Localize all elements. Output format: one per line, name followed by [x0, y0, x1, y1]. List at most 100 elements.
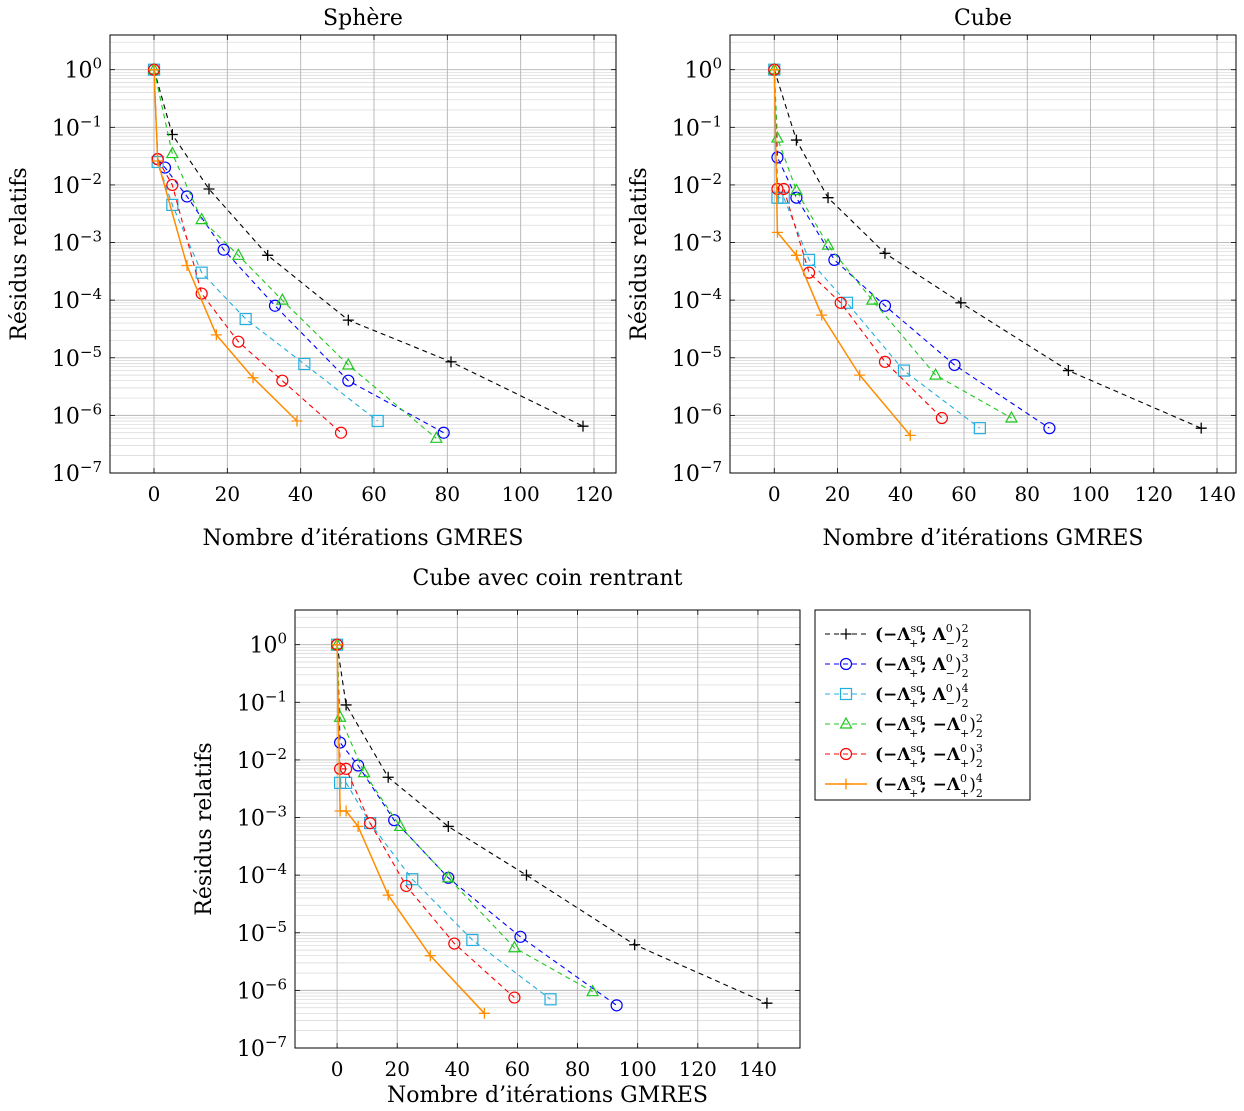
data-point [437, 426, 450, 439]
legend-frame [814, 609, 1031, 801]
data-point [441, 870, 455, 883]
y-tick-label: 10−7 [672, 458, 722, 487]
data-point [802, 253, 816, 266]
legend-label-part: + [909, 667, 918, 680]
series-s6 [331, 639, 490, 1019]
y-axis-label: Résidus relatifs [192, 742, 217, 915]
chart-3: 0 20 40 60 80 100 120 140 100 10−1 10−2 10−3 10−4 10−… [192, 566, 801, 1108]
chart-title: Cube avec coin rentrant [413, 566, 683, 591]
data-point [840, 296, 854, 309]
data-point [371, 414, 384, 428]
data-point [442, 820, 454, 832]
series-line [773, 69, 1012, 419]
legend-label-part: − [946, 697, 955, 710]
legend-label-part: ; −Λ [920, 715, 960, 735]
legend-label: (−Λsq +; −Λ0 +)2 2 [875, 712, 983, 740]
legend-label: (−Λsq +; −Λ0 +)4 2 [875, 772, 983, 800]
y-tick-label: 100 [249, 630, 287, 659]
series-line [336, 644, 551, 1000]
series-line [773, 69, 1202, 429]
series-s6 [148, 64, 303, 427]
data-point [291, 415, 303, 427]
x-tick-label: 120 [679, 1057, 717, 1081]
data-point [771, 226, 783, 238]
series-line [336, 644, 593, 993]
chart-title: Sphère [323, 6, 403, 31]
y-tick-label: 100 [64, 55, 102, 84]
x-tick-label: 60 [951, 482, 976, 506]
y-tick-label: 10−3 [52, 228, 102, 257]
chart-2: 0 20 40 60 80 100 120 140 100 10−1 10−2 10−3 10−4 10−… [627, 6, 1237, 551]
legend-label-part: ) [955, 685, 962, 705]
y-tick-label: 10−5 [52, 343, 102, 372]
data-point [865, 292, 879, 305]
data-point [771, 182, 784, 196]
legend-label-part: 4 [976, 772, 983, 785]
series-line [773, 69, 1050, 429]
data-point [393, 819, 407, 832]
series-line [773, 69, 943, 419]
data-point [165, 146, 179, 159]
y-tick-label: 10−1 [237, 687, 287, 716]
data-point [382, 771, 394, 783]
legend-label-part: 0 [960, 712, 967, 725]
data-point [610, 999, 623, 1012]
legend-label-part: − [946, 637, 955, 650]
data-point [166, 178, 179, 192]
legend-label-part: ) [955, 655, 962, 675]
data-point [790, 134, 802, 146]
data-point [514, 930, 527, 943]
x-tick-label: 120 [1135, 482, 1173, 506]
x-tick-label: 140 [739, 1057, 777, 1081]
data-point [195, 212, 209, 225]
x-tick-label: 140 [1198, 482, 1236, 506]
series-s4 [767, 62, 1018, 423]
y-tick-label: 10−6 [237, 975, 287, 1004]
data-point [268, 299, 282, 312]
series-s5 [330, 638, 521, 1004]
legend-label-part: ) [955, 625, 962, 645]
grid [730, 34, 1236, 474]
data-point [878, 299, 892, 312]
data-point [897, 364, 911, 377]
legend-label: (−Λsq +; Λ0 −)3 2 [875, 652, 969, 680]
data-point [629, 939, 641, 951]
legend-label-part: 0 [960, 742, 967, 755]
x-tick-label: 80 [1015, 482, 1040, 506]
data-point [152, 155, 164, 167]
data-point [342, 314, 354, 326]
series-line [336, 644, 515, 999]
legend-label-part: + [960, 757, 969, 770]
legend-label-part: 2 [962, 637, 969, 650]
data-point [761, 997, 773, 1009]
y-tick-label: 10−1 [672, 112, 722, 141]
legend-label-part: (−Λ [875, 625, 911, 645]
data-point [342, 374, 355, 387]
x-axis-label: Nombre d’itérations GMRES [387, 1083, 708, 1108]
data-point [777, 191, 790, 204]
series-s4 [330, 637, 600, 997]
data-point [357, 765, 371, 778]
series-line [153, 69, 437, 439]
legend-label-part: 3 [976, 742, 983, 755]
legend-label-part: 2 [976, 712, 983, 725]
legend-label: (−Λsq +; Λ0 −)2 2 [875, 622, 969, 650]
legend-label-part: sq [910, 682, 923, 695]
data-point [834, 296, 847, 309]
y-tick-label: 100 [684, 55, 722, 84]
data-point [879, 247, 891, 259]
data-point [1195, 422, 1207, 434]
data-point [948, 358, 961, 372]
data-point [822, 192, 834, 204]
data-point [217, 243, 230, 256]
y-tick-label: 10−4 [52, 285, 102, 314]
legend-label-part: (−Λ [875, 655, 911, 675]
series-s1 [768, 64, 1207, 434]
legend-label-part: 2 [976, 727, 983, 740]
data-point [340, 776, 353, 789]
data-point [231, 248, 245, 260]
legend-label-part: ) [969, 775, 976, 795]
data-point [364, 817, 377, 830]
legend-label-part: ; Λ [920, 685, 946, 705]
y-tick-label: 10−2 [52, 170, 102, 199]
